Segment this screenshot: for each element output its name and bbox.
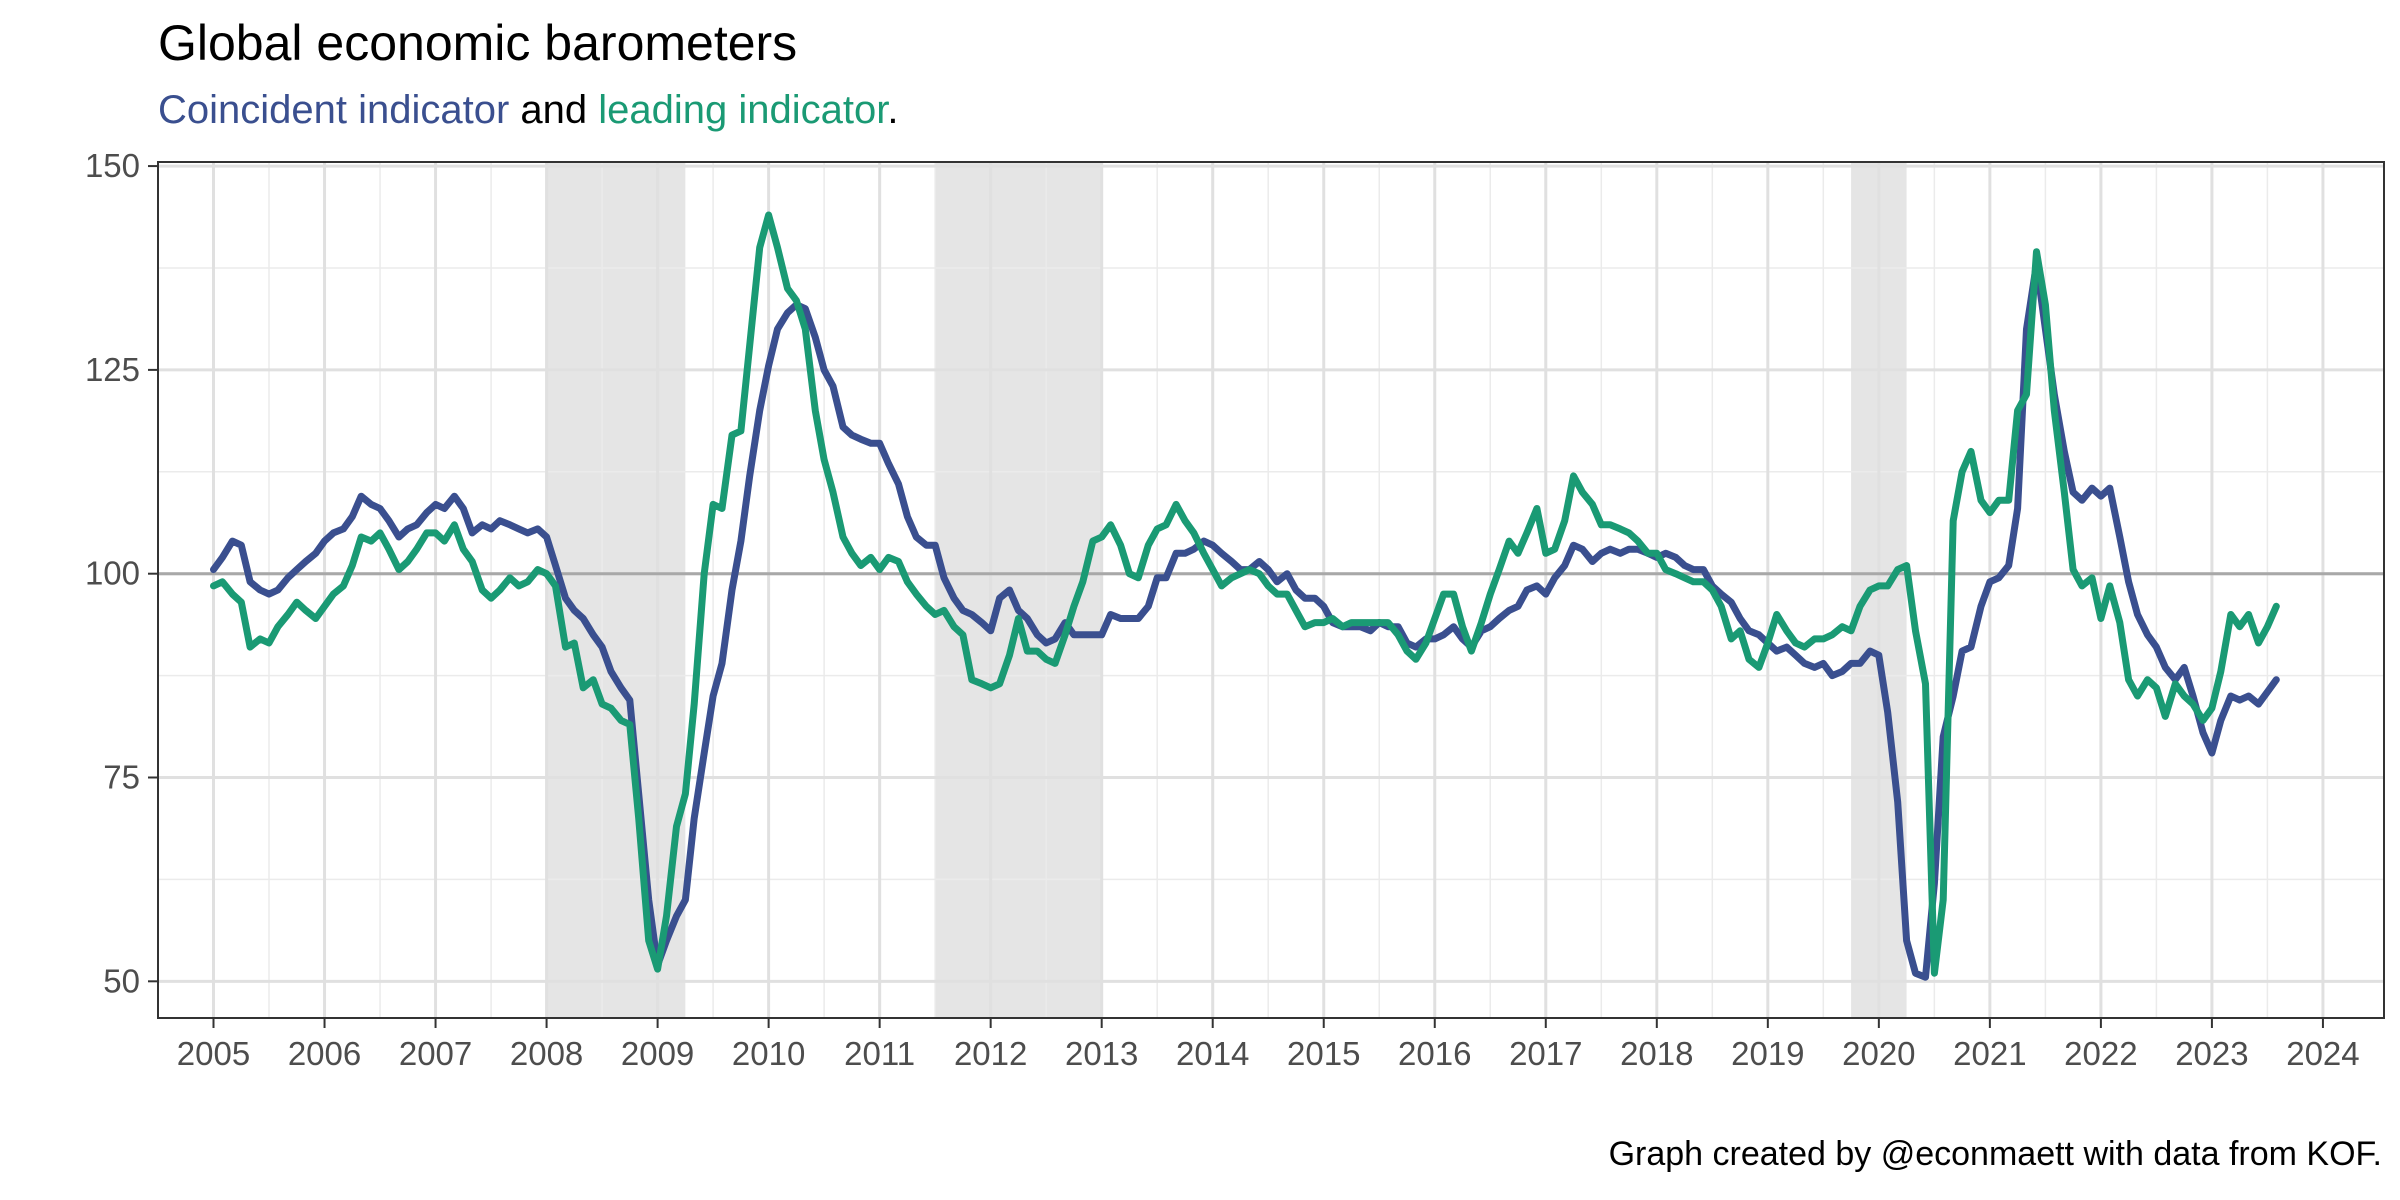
y-tick-label: 150 bbox=[85, 147, 140, 184]
x-tick-label: 2018 bbox=[1620, 1035, 1693, 1072]
y-tick-label: 50 bbox=[103, 962, 140, 999]
x-tick-label: 2009 bbox=[621, 1035, 694, 1072]
x-tick-label: 2023 bbox=[2175, 1035, 2248, 1072]
series-lines bbox=[210, 211, 2280, 981]
y-tick-label: 125 bbox=[85, 351, 140, 388]
chart-title: Global economic barometers bbox=[158, 15, 798, 71]
x-tick-label: 2006 bbox=[288, 1035, 361, 1072]
subtitle-leading: leading indicator bbox=[598, 88, 888, 132]
x-tick-label: 2015 bbox=[1287, 1035, 1360, 1072]
grid-lines bbox=[158, 162, 2384, 1018]
x-tick-label: 2020 bbox=[1842, 1035, 1915, 1072]
x-tick-label: 2013 bbox=[1065, 1035, 1138, 1072]
x-tick-label: 2008 bbox=[510, 1035, 583, 1072]
subtitle-period: . bbox=[887, 88, 899, 132]
x-tick-label: 2012 bbox=[954, 1035, 1027, 1072]
subtitle-coincident: Coincident indicator bbox=[158, 88, 510, 132]
x-tick-label: 2005 bbox=[177, 1035, 250, 1072]
x-tick-label: 2024 bbox=[2286, 1035, 2359, 1072]
recession-bands bbox=[546, 162, 1907, 1018]
axis-ticks: 50 75 100 125 150 2005 2006 2007 2008 2009 2010 201… bbox=[85, 147, 2360, 1072]
x-tick-label: 2016 bbox=[1398, 1035, 1471, 1072]
x-tick-label: 2014 bbox=[1176, 1035, 1249, 1072]
y-tick-label: 100 bbox=[85, 555, 140, 592]
chart-caption: Graph created by @econmaett with data fr… bbox=[1608, 1135, 2382, 1173]
subtitle-and: and bbox=[509, 88, 599, 132]
recession-band bbox=[935, 162, 1102, 1018]
plot-panel bbox=[157, 161, 2385, 1019]
x-tick-label: 2007 bbox=[399, 1035, 472, 1072]
series-line-leading bbox=[210, 211, 2280, 977]
x-tick-label: 2022 bbox=[2064, 1035, 2137, 1072]
x-tick-label: 2019 bbox=[1731, 1035, 1804, 1072]
x-tick-label: 2010 bbox=[732, 1035, 805, 1072]
x-tick-label: 2017 bbox=[1509, 1035, 1582, 1072]
x-tick-label: 2021 bbox=[1953, 1035, 2026, 1072]
y-tick-label: 75 bbox=[103, 759, 140, 796]
x-tick-label: 2011 bbox=[844, 1035, 915, 1072]
recession-band bbox=[546, 162, 686, 1018]
chart-subtitle: Coincident indicator and leading indicat… bbox=[158, 88, 899, 133]
